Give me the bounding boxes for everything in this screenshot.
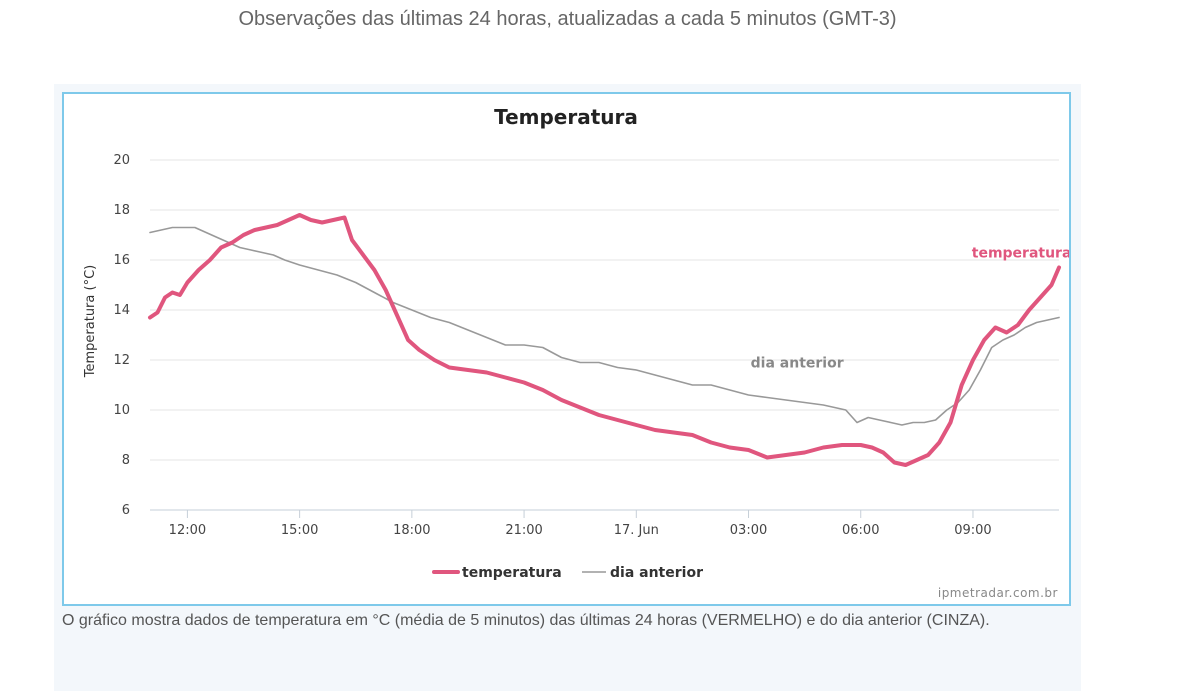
y-tick-label: 10 xyxy=(113,403,130,418)
annotation-temperatura: temperatura xyxy=(972,246,1069,262)
y-tick-label: 20 xyxy=(113,153,130,168)
series-line-dia-anterior[interactable] xyxy=(149,226,1060,426)
x-tick-label: 09:00 xyxy=(954,523,991,538)
y-tick-label: 18 xyxy=(113,203,130,218)
legend-item-temperatura[interactable]: temperatura xyxy=(432,565,562,581)
chart-panel: Temperatura 6 8 10 12 14 16 18 20 12:00 15:00 18:… xyxy=(54,84,1081,691)
legend-label-dia-anterior: dia anterior xyxy=(610,565,703,581)
y-tick-label: 16 xyxy=(113,253,130,268)
chart-title: Temperatura xyxy=(494,105,638,129)
x-tick-label: 17. Jun xyxy=(614,523,659,538)
legend-item-dia-anterior[interactable]: dia anterior xyxy=(582,565,703,581)
y-tick-label: 8 xyxy=(122,453,130,468)
x-tick-label: 12:00 xyxy=(169,523,206,538)
chart-credit[interactable]: ipmetradar.com.br xyxy=(938,586,1058,600)
series-line-temperatura[interactable] xyxy=(148,213,1061,467)
chart-grid xyxy=(150,159,1059,461)
x-tick-label: 06:00 xyxy=(842,523,879,538)
legend-label-temperatura: temperatura xyxy=(462,565,562,581)
y-axis-ticks: 6 8 10 12 14 16 18 20 xyxy=(113,153,130,518)
temperature-chart: Temperatura 6 8 10 12 14 16 18 20 12:00 15:00 18:… xyxy=(83,105,1069,600)
chart-series xyxy=(148,213,1061,467)
y-tick-label: 12 xyxy=(113,353,130,368)
y-tick-label: 14 xyxy=(113,303,130,318)
series-annotations: temperatura dia anterior xyxy=(751,246,1069,372)
chart-frame: Temperatura 6 8 10 12 14 16 18 20 12:00 15:00 18:… xyxy=(62,92,1071,606)
x-axis-ticks: 12:00 15:00 18:00 21:00 17. Jun 03:00 06:00 09:… xyxy=(169,510,992,538)
chart-legend: temperatura dia anterior xyxy=(432,565,703,581)
x-tick-label: 03:00 xyxy=(730,523,767,538)
chart-caption: O gráfico mostra dados de temperatura em… xyxy=(62,612,990,629)
x-tick-label: 21:00 xyxy=(505,523,542,538)
annotation-dia-anterior: dia anterior xyxy=(751,356,844,372)
y-tick-label: 6 xyxy=(122,503,130,518)
x-tick-label: 18:00 xyxy=(393,523,430,538)
x-tick-label: 15:00 xyxy=(281,523,318,538)
y-axis-title: Temperatura (°C) xyxy=(83,265,98,378)
page-header: Observações das últimas 24 horas, atuali… xyxy=(238,8,897,30)
